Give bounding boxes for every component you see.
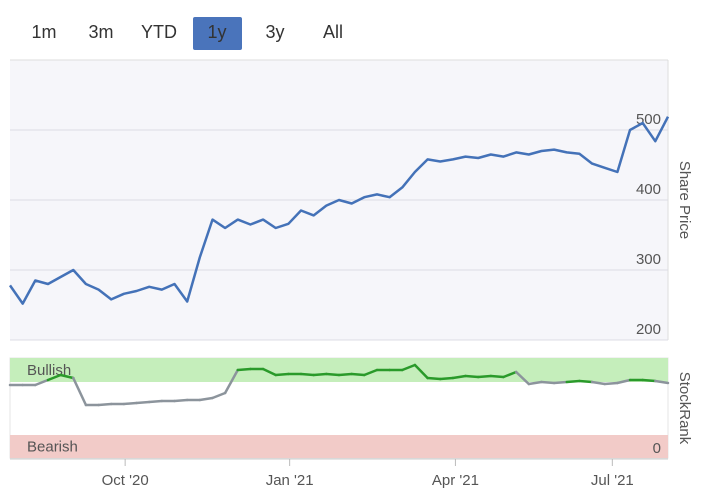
rank-segment [97, 402, 113, 407]
rank-segment [274, 372, 290, 377]
range-button[interactable]: YTD [141, 22, 177, 42]
band [10, 435, 668, 458]
rank-segment [173, 398, 189, 403]
rank-segment [401, 363, 417, 372]
rank-segment [363, 368, 379, 377]
y-tick-label: 300 [636, 251, 661, 268]
rank-segment [59, 373, 75, 380]
range-button[interactable]: 1m [31, 22, 56, 42]
price-line [8, 116, 670, 305]
rank-segment [236, 367, 252, 372]
band [10, 358, 668, 382]
rank-segment [72, 376, 88, 407]
range-button[interactable]: 1y [207, 22, 226, 42]
y-axis-label: StockRank [676, 372, 693, 445]
rank-segment [603, 381, 619, 386]
x-tick-label: Jul '21 [591, 472, 634, 489]
rank-segment [299, 372, 315, 377]
band-label: Bearish [27, 438, 78, 455]
range-button[interactable]: 3y [265, 22, 284, 42]
rank-segment [122, 401, 138, 406]
active-button[interactable] [193, 17, 242, 50]
rank-segment [578, 379, 594, 384]
rank-segment [211, 391, 227, 400]
rank-segment [641, 378, 657, 383]
x-tick-label: Oct '20 [102, 472, 149, 489]
range-button[interactable]: All [323, 22, 343, 42]
rank-segment [476, 374, 493, 379]
rank-segment [438, 376, 455, 381]
rank-segment [654, 379, 670, 385]
rank-segment [413, 363, 429, 380]
rank-segment [34, 378, 50, 387]
rank-segment [135, 400, 151, 405]
rank-segment [527, 380, 543, 386]
rank-segment [337, 372, 353, 377]
range-button[interactable]: 3m [88, 22, 113, 42]
y-tick-label: 400 [636, 181, 661, 198]
rank-segment [464, 374, 480, 379]
rank-segment [552, 380, 569, 385]
rank-segment [590, 380, 606, 386]
rank-segment [350, 372, 366, 377]
rank-segment [540, 380, 556, 385]
y-tick-label: 200 [636, 321, 661, 338]
rank-segment [514, 370, 531, 386]
rank-segment [147, 399, 164, 404]
rank-segment [198, 396, 214, 402]
rank-segment [502, 370, 518, 379]
rank-segment [489, 374, 505, 379]
y-axis-label: Share Price [676, 161, 693, 239]
rank-segment [325, 372, 341, 377]
rank-segment [616, 378, 632, 385]
rank-segment [312, 372, 328, 377]
rank-segment [223, 368, 240, 395]
rank-segment [426, 376, 442, 381]
rank-segment [261, 367, 277, 377]
rank-segment [46, 373, 62, 382]
rank-segment [451, 374, 467, 380]
x-tick-label: Apr '21 [432, 472, 479, 489]
rank-segment [565, 379, 581, 384]
y-tick-label: 0 [653, 440, 661, 457]
x-tick-label: Jan '21 [266, 472, 314, 489]
